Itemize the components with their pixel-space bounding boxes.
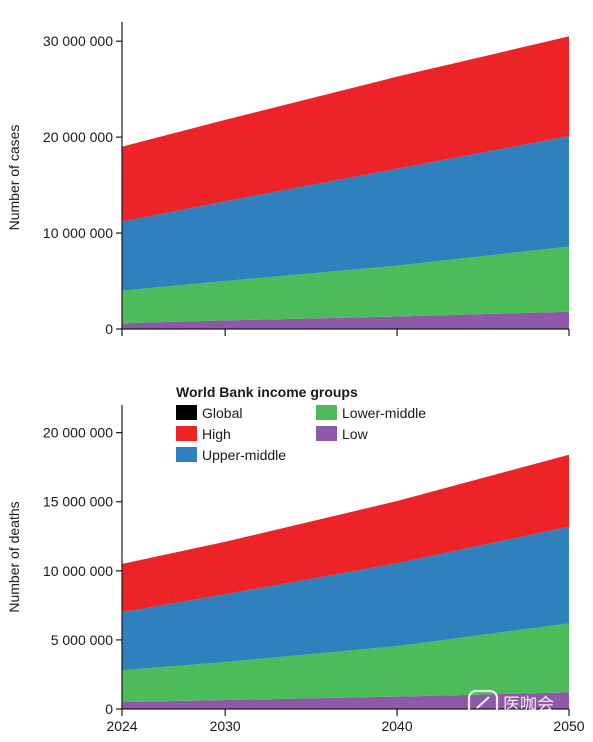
y-tick-label: 5 000 000: [51, 632, 113, 648]
legend-swatch-upper-middle: [176, 447, 197, 462]
legend-label-upper-middle: Upper-middle: [202, 447, 286, 463]
y-axis-title: Number of deaths: [6, 501, 22, 612]
area-lower-middle: [122, 623, 569, 703]
area-high: [122, 454, 569, 613]
area-upper-middle: [122, 136, 569, 291]
area-low: [122, 311, 569, 329]
watermark: 医咖会: [467, 689, 554, 725]
watermark-text: 医咖会: [503, 695, 554, 715]
area-low: [122, 692, 569, 709]
y-tick-label: 10 000 000: [43, 225, 113, 241]
y-tick-label: 0: [105, 701, 113, 717]
x-tick-label: 2040: [381, 718, 412, 734]
y-tick-label: 15 000 000: [43, 494, 113, 510]
legend-swatch-global: [176, 405, 197, 420]
legend-swatch-low: [316, 426, 337, 441]
legend-swatch-high: [176, 426, 197, 441]
chat-bubble-icon: [467, 689, 499, 725]
legend-label-low: Low: [342, 426, 369, 442]
y-tick-label: 0: [105, 321, 113, 337]
y-tick-label: 30 000 000: [43, 33, 113, 49]
cases-chart: 0 10 000 000 20 000 000 30 000 000 Number of…: [6, 22, 570, 337]
y-tick-label: 20 000 000: [43, 425, 113, 441]
y-tick-label: 10 000 000: [43, 563, 113, 579]
x-tick-label: 2024: [106, 718, 137, 734]
x-tick-label: 2050: [553, 718, 584, 734]
legend-label-global: Global: [202, 405, 242, 421]
legend-swatch-lower-middle: [316, 405, 337, 420]
legend-label-lower-middle: Lower-middle: [342, 405, 426, 421]
y-axis-title: Number of cases: [6, 125, 22, 231]
deaths-chart: 0 5 000 000 10 000 000 15 000 000 20 000 000…: [6, 405, 585, 734]
x-tick-label: 2030: [210, 718, 241, 734]
area-lower-middle: [122, 246, 569, 324]
area-upper-middle: [122, 526, 569, 671]
y-tick-label: 20 000 000: [43, 129, 113, 145]
area-high: [122, 36, 569, 222]
legend-title: World Bank income groups: [176, 384, 358, 400]
legend-label-high: High: [202, 426, 231, 442]
legend: World Bank income groups Global High Upp…: [176, 384, 426, 463]
